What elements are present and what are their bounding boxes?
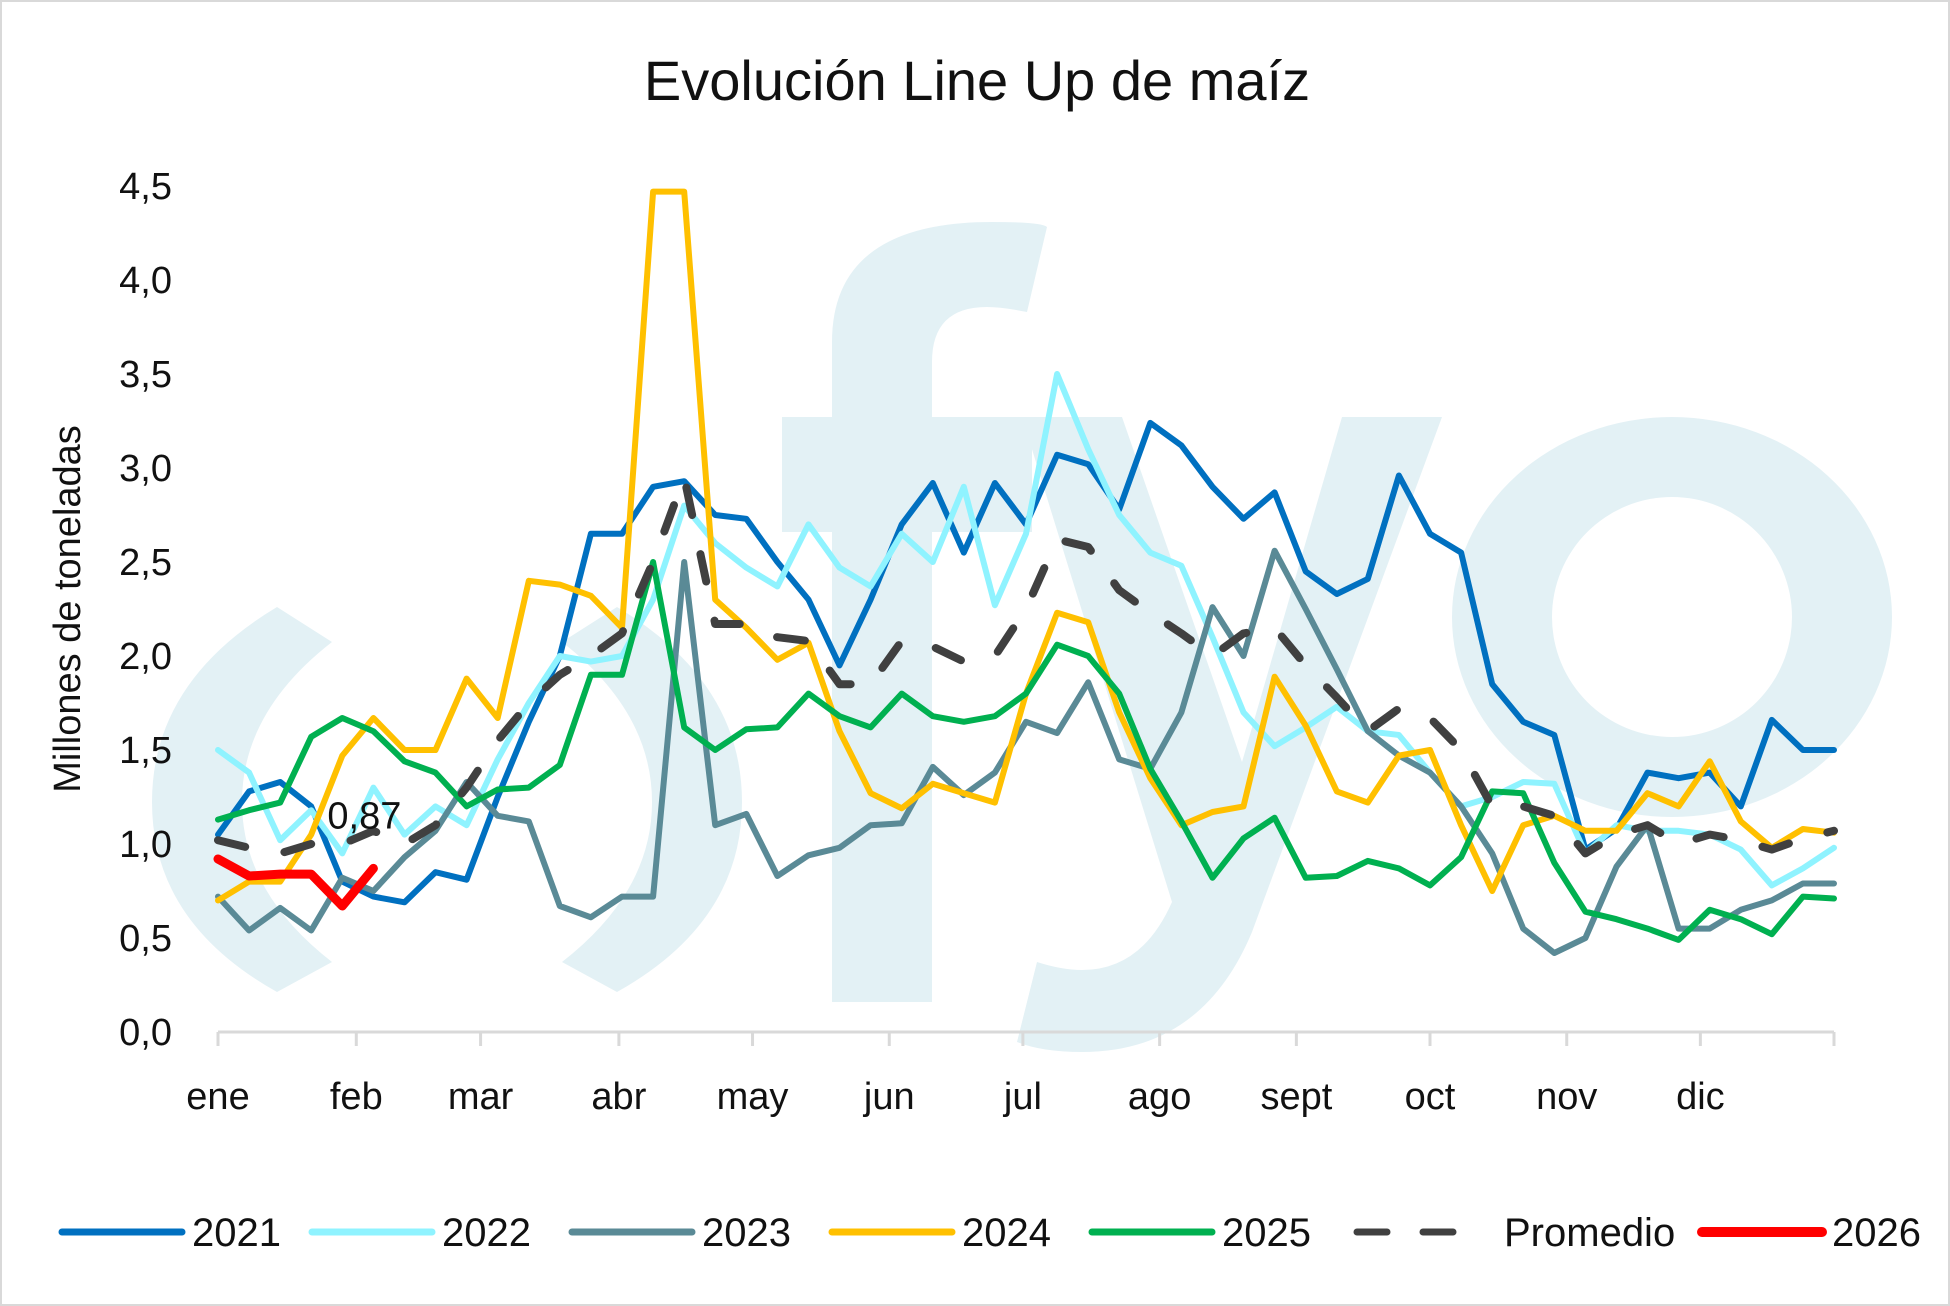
y-axis-label: Millones de toneladas (47, 425, 89, 793)
x-tick-label: dic (1676, 1076, 1725, 1118)
y-tick-label: 2,5 (119, 542, 172, 584)
watermark-o (1452, 417, 1892, 817)
legend-item-2025: 2025 (1088, 1211, 1311, 1255)
legend-label: Promedio (1504, 1211, 1675, 1255)
chart-title: Evolución Line Up de maíz (644, 49, 1310, 112)
legend-label: 2022 (442, 1211, 531, 1255)
x-tick-label: mar (448, 1076, 514, 1118)
legend-item-2024: 2024 (828, 1211, 1051, 1255)
series-line-2026 (213, 854, 378, 911)
legend-item-2023: 2023 (568, 1211, 791, 1255)
watermark-paren-right (562, 607, 742, 992)
y-tick-label: 0,0 (119, 1012, 172, 1054)
y-tick-label: 0,5 (119, 918, 172, 960)
y-tick-label: 4,0 (119, 260, 172, 302)
y-tick-label: 1,5 (119, 730, 172, 772)
y-tick-label: 4,5 (119, 166, 172, 208)
x-tick-label: sept (1260, 1076, 1332, 1118)
x-tick-label: feb (330, 1076, 383, 1118)
legend-label: 2024 (962, 1211, 1051, 1255)
x-tick-label: ene (186, 1076, 249, 1118)
watermark-y (1017, 417, 1442, 1052)
x-tick-label: ago (1128, 1076, 1191, 1118)
x-tick-label: jun (863, 1076, 915, 1118)
y-tick-label: 3,5 (119, 354, 172, 396)
series-line-2023 (215, 547, 1837, 956)
series-line-2025 (215, 559, 1837, 943)
series-line-2022 (215, 371, 1837, 889)
legend-item-2026: 2026 (1697, 1211, 1921, 1255)
y-tick-label: 1,0 (119, 824, 172, 866)
legend-item-promedio: Promedio (1353, 1211, 1675, 1255)
legend-label: 2023 (702, 1211, 791, 1255)
x-tick-label: nov (1536, 1076, 1597, 1118)
x-tick-label: abr (591, 1076, 646, 1118)
legend-item-2022: 2022 (308, 1211, 531, 1255)
legend-label: 2021 (192, 1211, 281, 1255)
y-tick-label: 3,0 (119, 448, 172, 490)
watermark-logo (152, 222, 1892, 1052)
x-tick-label: may (717, 1076, 789, 1118)
y-tick-label: 2,0 (119, 636, 172, 678)
x-tick-label: oct (1405, 1076, 1456, 1118)
data-label-last-value: 0,87 (327, 795, 401, 837)
legend-label: 2025 (1222, 1211, 1311, 1255)
watermark-f (782, 222, 1047, 1002)
x-tick-label: jul (1003, 1076, 1042, 1118)
legend-item-2021: 2021 (58, 1211, 281, 1255)
legend-label: 2026 (1832, 1211, 1921, 1255)
